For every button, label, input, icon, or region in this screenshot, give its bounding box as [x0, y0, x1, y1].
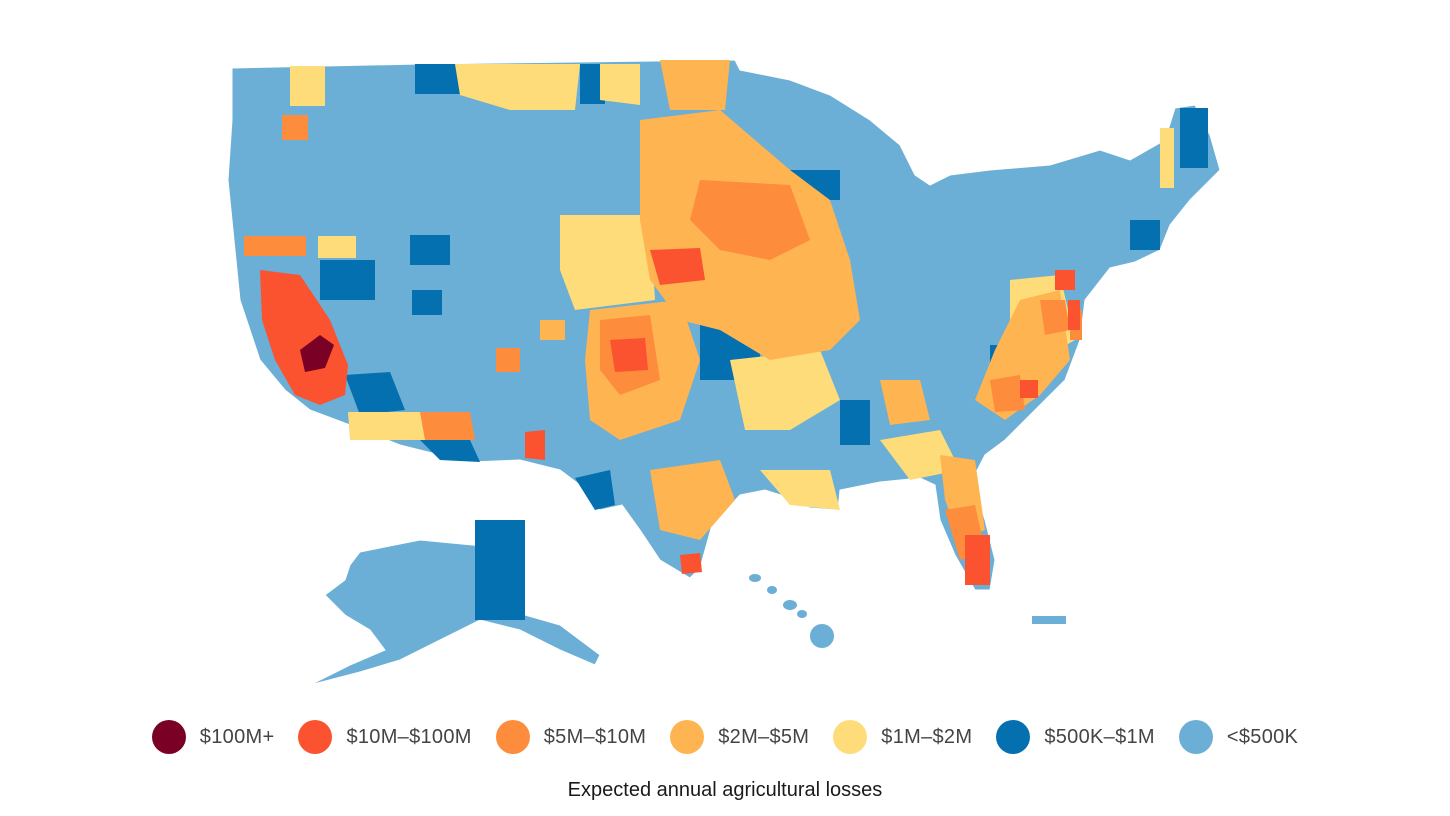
map-legend: $100M+ $10M–$100M $5M–$10M $2M–$5M $1M–$…: [0, 715, 1450, 759]
hawaii: [749, 574, 834, 648]
legend-label: $2M–$5M: [718, 725, 810, 748]
legend-label: $100M+: [199, 725, 275, 748]
legend-swatch: [833, 720, 868, 754]
legend-item-2m-5m: $2M–$5M: [670, 720, 809, 754]
legend-swatch: [670, 720, 705, 754]
tier-10m-100m-areas: [260, 248, 1080, 585]
legend-item-500k-1m: $500K–$1M: [996, 720, 1155, 754]
tier-500k-1m-areas: [320, 64, 1208, 620]
map-caption: Expected annual agricultural losses: [567, 779, 883, 801]
legend-swatch: [996, 720, 1031, 754]
choropleth-map: [227, 59, 1221, 686]
legend-swatch: [1178, 720, 1213, 754]
legend-item-under-500k: <$500K: [1178, 720, 1299, 754]
legend-item-1m-2m: $1M–$2M: [833, 720, 972, 754]
legend-item-5m-10m: $5M–$10M: [495, 720, 647, 754]
legend-label: <$500K: [1226, 725, 1299, 748]
legend-item-100m-plus: $100M+: [151, 720, 275, 754]
tier-100m-plus-area: [300, 335, 334, 372]
legend-swatch: [495, 720, 530, 754]
legend-label: $500K–$1M: [1044, 725, 1155, 748]
legend-label: $5M–$10M: [543, 725, 647, 748]
legend-item-10m-100m: $10M–$100M: [298, 720, 471, 754]
alaska: [309, 539, 601, 686]
legend-label: $10M–$100M: [346, 725, 472, 748]
legend-label: $1M–$2M: [881, 725, 973, 748]
legend-swatch: [151, 720, 186, 754]
tier-5m-10m-areas: [244, 115, 1082, 560]
legend-swatch: [298, 720, 333, 754]
puerto-rico: [1032, 616, 1066, 624]
